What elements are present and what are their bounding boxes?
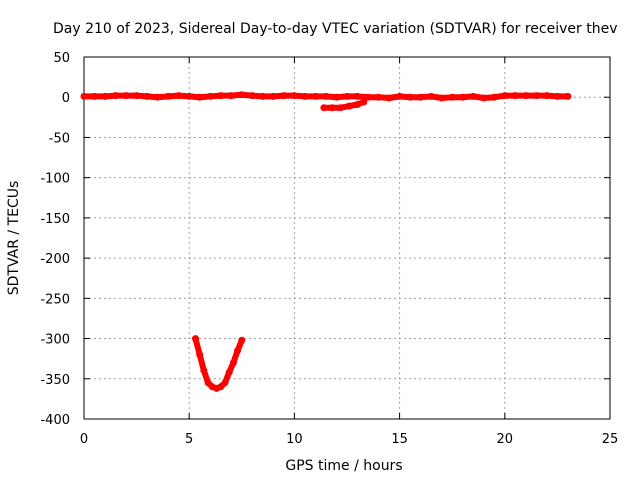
x-tick-label: 25: [602, 432, 619, 447]
data-point: [522, 92, 530, 100]
y-tick-label: 50: [53, 51, 70, 66]
data-point: [328, 104, 336, 112]
x-axis-title: GPS time / hours: [285, 458, 402, 474]
data-point: [238, 336, 246, 344]
data-series: [80, 91, 572, 392]
data-point: [511, 92, 519, 100]
y-tick-label: -50: [49, 131, 70, 146]
data-point: [269, 92, 277, 100]
data-point: [238, 91, 246, 99]
x-axis-ticks: 0 5 10 15 20 25: [80, 57, 618, 447]
data-point: [501, 92, 509, 100]
data-point: [337, 104, 345, 112]
data-point: [221, 379, 229, 387]
data-point: [354, 92, 361, 100]
data-point: [360, 98, 368, 106]
data-point: [385, 94, 393, 102]
data-point: [448, 93, 456, 101]
data-point: [133, 92, 141, 100]
y-tick-label: -150: [40, 212, 70, 227]
y-tick-label: 0: [62, 91, 70, 106]
data-point: [364, 93, 372, 101]
data-point: [154, 93, 162, 101]
data-point: [91, 92, 98, 100]
data-point: [196, 93, 204, 101]
y-tick-label: -400: [40, 413, 70, 428]
y-tick-label: -100: [40, 172, 70, 187]
data-point: [280, 92, 288, 100]
data-point: [480, 94, 488, 102]
y-tick-label: -200: [40, 252, 70, 267]
data-point: [343, 92, 351, 100]
data-point: [469, 92, 477, 100]
data-point: [490, 93, 498, 101]
y-tick-label: -300: [40, 333, 70, 348]
data-point: [322, 92, 330, 100]
chart-title: Day 210 of 2023, Sidereal Day-to-day VTE…: [53, 21, 617, 37]
data-point: [217, 92, 225, 100]
data-point: [553, 92, 561, 100]
data-point: [225, 368, 233, 376]
data-point: [206, 92, 214, 100]
data-point: [234, 347, 242, 355]
data-point: [101, 92, 109, 100]
data-point: [80, 92, 88, 100]
data-point: [227, 92, 235, 100]
data-point: [406, 93, 414, 101]
series-secondary-track: [320, 98, 368, 112]
data-point: [345, 102, 353, 110]
data-point: [259, 92, 267, 100]
series-main-track: [80, 91, 572, 102]
x-tick-label: 20: [497, 432, 514, 447]
data-point: [229, 359, 237, 367]
data-point: [532, 92, 540, 100]
y-axis-ticks: 50 0 -50 -100 -150 -200 -250 -300 -350 -400: [40, 51, 610, 428]
grid: [84, 57, 610, 419]
data-point: [301, 92, 309, 100]
y-tick-label: -350: [40, 373, 70, 388]
data-point: [248, 92, 256, 100]
x-tick-label: 15: [391, 432, 408, 447]
y-tick-label: -250: [40, 292, 70, 307]
data-point: [354, 101, 361, 108]
data-point: [427, 92, 435, 100]
y-axis-title: SDTVAR / TECUs: [6, 181, 22, 296]
data-point: [196, 351, 204, 359]
series-dip-track: [192, 335, 246, 392]
data-point: [122, 92, 130, 100]
plot-frame: [83, 56, 611, 420]
data-point: [192, 335, 199, 343]
data-point: [311, 92, 319, 100]
data-point: [290, 92, 298, 100]
data-point: [396, 92, 404, 100]
x-tick-label: 0: [80, 432, 88, 447]
data-point: [375, 93, 383, 101]
data-point: [143, 92, 151, 100]
data-point: [175, 92, 183, 100]
data-point: [417, 93, 425, 101]
data-point: [438, 94, 446, 102]
data-point: [320, 104, 328, 112]
data-point: [333, 93, 340, 101]
x-tick-label: 5: [185, 432, 193, 447]
data-point: [564, 92, 572, 100]
data-point: [185, 92, 193, 100]
data-point: [459, 93, 467, 101]
data-point: [543, 92, 551, 100]
data-point: [112, 92, 120, 100]
x-tick-label: 10: [286, 432, 303, 447]
data-point: [200, 367, 208, 375]
data-point: [164, 92, 172, 100]
